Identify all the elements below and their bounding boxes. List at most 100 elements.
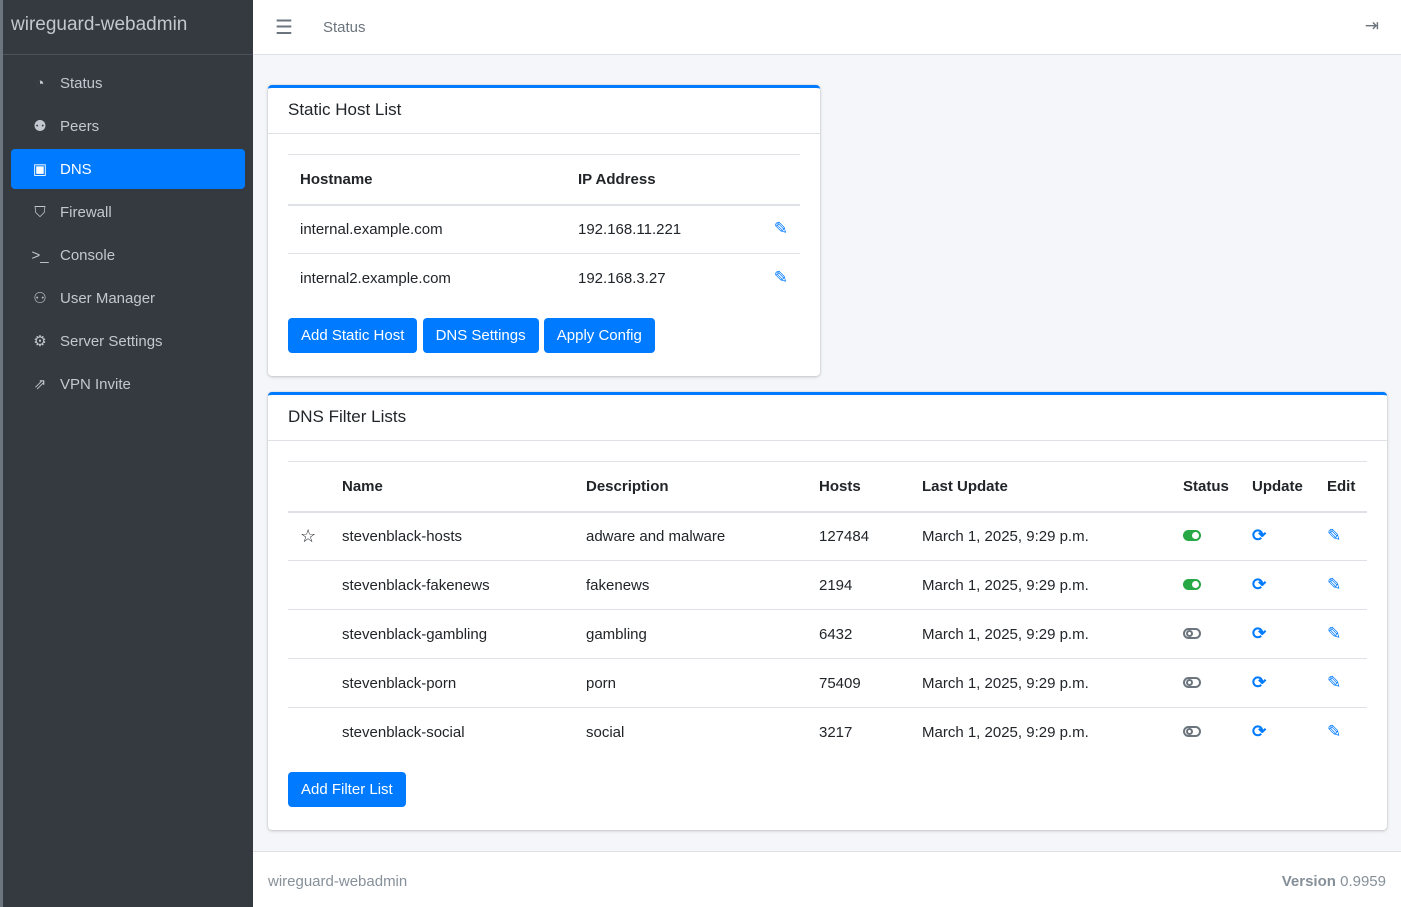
address-book-icon: ▣ — [32, 161, 48, 178]
sidebar-item-dns[interactable]: ▣ DNS — [11, 149, 245, 189]
toggle-off-icon[interactable] — [1183, 676, 1201, 688]
hosts-cell: 6432 — [807, 609, 910, 659]
ip-cell: 192.168.3.27 — [578, 269, 666, 287]
cogs-icon: ⚙ — [33, 333, 47, 350]
edit-icon[interactable]: ✎ — [1327, 526, 1342, 546]
column-header: Description — [574, 461, 807, 513]
sidebar-item-label: VPN Invite — [60, 375, 131, 393]
description-cell: gambling — [574, 609, 807, 659]
table-row: stevenblack-gambling gambling 6432 March… — [288, 609, 1367, 659]
footer-brand: wireguard-webadmin — [268, 873, 408, 890]
hostname-cell: internal2.example.com — [300, 269, 451, 287]
static-host-table: Hostname IP Address internal.example.com… — [288, 154, 800, 303]
last-update-cell: March 1, 2025, 9:29 p.m. — [922, 723, 1089, 741]
table-row: ☆ stevenblack-hosts adware and malware 1… — [288, 511, 1367, 561]
name-cell: stevenblack-fakenews — [330, 560, 574, 610]
last-update-cell: March 1, 2025, 9:29 p.m. — [910, 560, 1171, 610]
edit-icon[interactable]: ✎ — [773, 219, 788, 239]
sidebar-item-label: Console — [60, 246, 116, 264]
sidebar-item-firewall[interactable]: ⛉ Firewall — [11, 192, 245, 232]
dns-filter-card: DNS Filter Lists Name Description Hosts … — [268, 392, 1387, 830]
brand[interactable]: wireguard-webadmin — [3, 0, 253, 55]
hostname-cell: internal.example.com — [288, 204, 566, 254]
table-row: stevenblack-fakenews fakenews 2194 March… — [288, 560, 1367, 610]
column-header: IP Address — [566, 154, 757, 206]
refresh-icon[interactable]: ⟳ — [1252, 526, 1267, 546]
sidebar: wireguard-webadmin ◔ Status ⚉ Peers ▣ DNS ⛉ Fir… — [0, 0, 253, 907]
sidebar-item-label: DNS — [60, 160, 92, 178]
apply-config-button[interactable]: Apply Config — [543, 317, 655, 353]
last-update-cell: March 1, 2025, 9:29 p.m. — [910, 609, 1171, 659]
column-header: Hostname — [288, 154, 566, 206]
last-update-cell: March 1, 2025, 9:29 p.m. — [910, 658, 1171, 708]
description-cell: porn — [574, 658, 807, 708]
bars-icon[interactable]: ☰ — [275, 16, 293, 39]
edit-icon[interactable]: ✎ — [773, 268, 788, 288]
description-cell: social — [586, 723, 625, 741]
shield-icon: ⛉ — [34, 203, 46, 221]
sidebar-item-label: Server Settings — [60, 332, 163, 350]
version-info: Version 0.9959 — [1281, 873, 1386, 890]
hosts-cell: 75409 — [807, 658, 910, 708]
column-header: Update — [1240, 461, 1315, 513]
name-cell: stevenblack-porn — [330, 658, 574, 708]
refresh-icon[interactable]: ⟳ — [1252, 624, 1267, 643]
refresh-icon[interactable]: ⟳ — [1252, 575, 1267, 594]
sidebar-item-vpn-invite[interactable]: ⇗ VPN Invite — [11, 364, 245, 404]
users-icon: ⚇ — [33, 290, 47, 307]
sidebar-nav: ◔ Status ⚉ Peers ▣ DNS ⛉ Firewall >_ Console ⚇ User… — [3, 55, 253, 415]
share-icon: ⇗ — [33, 376, 47, 393]
name-cell: stevenblack-hosts — [330, 511, 574, 561]
sidebar-item-label: Status — [60, 74, 103, 92]
filter-list-table: Name Description Hosts Last Update Statu… — [288, 461, 1367, 757]
card-title: DNS Filter Lists — [268, 395, 1387, 441]
add-static-host-button[interactable]: Add Static Host — [288, 317, 418, 353]
toggle-off-icon[interactable] — [1183, 725, 1201, 737]
header-title[interactable]: Status — [322, 18, 366, 36]
edit-icon[interactable]: ✎ — [1327, 624, 1342, 643]
star-icon: ☆ — [300, 525, 317, 546]
table-row: internal.example.com 192.168.11.221 ✎ — [288, 204, 800, 254]
card-title: Static Host List — [268, 88, 820, 134]
table-row: stevenblack-social social 3217 March 1, … — [288, 708, 1367, 757]
sidebar-item-status[interactable]: ◔ Status — [11, 63, 245, 103]
description-cell: fakenews — [574, 560, 807, 610]
toggle-on-icon[interactable] — [1183, 529, 1201, 541]
sidebar-item-label: Peers — [60, 117, 100, 135]
sidebar-item-label: User Manager — [60, 289, 156, 307]
terminal-icon: >_ — [31, 246, 49, 264]
sidebar-item-peers[interactable]: ⚉ Peers — [11, 106, 245, 146]
column-header: Status — [1171, 461, 1240, 513]
edit-icon[interactable]: ✎ — [1327, 722, 1342, 742]
add-filter-list-button[interactable]: Add Filter List — [288, 771, 406, 807]
hosts-cell: 2194 — [807, 560, 910, 610]
column-header: Name — [330, 461, 574, 513]
edit-icon[interactable]: ✎ — [1327, 575, 1342, 594]
column-header: Last Update — [910, 461, 1171, 513]
sidebar-item-console[interactable]: >_ Console — [11, 235, 245, 275]
toggle-off-icon[interactable] — [1183, 627, 1201, 639]
last-update-cell: March 1, 2025, 9:29 p.m. — [910, 511, 1171, 561]
top-header: ☰ Status ⇥ — [253, 0, 1401, 55]
refresh-icon[interactable]: ⟳ — [1252, 673, 1267, 692]
sidebar-item-server-settings[interactable]: ⚙ Server Settings — [11, 321, 245, 361]
name-cell: stevenblack-social — [342, 723, 465, 741]
sidebar-item-label: Firewall — [60, 203, 112, 221]
table-row: stevenblack-porn porn 75409 March 1, 202… — [288, 658, 1367, 708]
column-header: Hosts — [807, 461, 910, 513]
table-row: internal2.example.com 192.168.3.27 ✎ — [288, 254, 800, 303]
sign-out-icon[interactable]: ⇥ — [1364, 16, 1379, 35]
name-cell: stevenblack-gambling — [330, 609, 574, 659]
static-host-card: Static Host List Hostname IP Address int… — [268, 85, 820, 376]
dns-settings-button[interactable]: DNS Settings — [422, 317, 539, 353]
description-cell: adware and malware — [574, 511, 807, 561]
users-cog-icon: ⚉ — [33, 118, 47, 135]
hosts-cell: 3217 — [819, 723, 853, 741]
toggle-on-icon[interactable] — [1183, 578, 1201, 590]
sidebar-item-user-manager[interactable]: ⚇ User Manager — [11, 278, 245, 318]
tachometer-icon: ◔ — [35, 74, 45, 92]
footer: wireguard-webadmin Version 0.9959 — [253, 851, 1401, 907]
edit-icon[interactable]: ✎ — [1327, 673, 1342, 692]
refresh-icon[interactable]: ⟳ — [1252, 722, 1267, 742]
hosts-cell: 127484 — [807, 511, 910, 561]
